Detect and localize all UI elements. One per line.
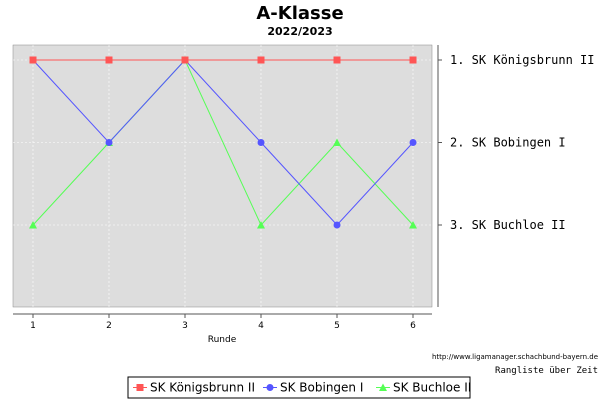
data-point xyxy=(409,56,417,64)
data-point xyxy=(29,56,37,64)
x-tick-label: 6 xyxy=(410,321,416,331)
rank-label: 3. SK Buchloe II xyxy=(450,218,566,232)
x-axis-label: Runde xyxy=(208,335,237,345)
chart-caption: Rangliste über Zeit xyxy=(495,366,598,376)
data-point xyxy=(409,139,417,146)
plot-area xyxy=(12,44,433,308)
axes: 1 2 3 4 5 6 1. SK Königsbrunn II 2. SK Bobingen… xyxy=(13,45,595,331)
series-line xyxy=(32,59,414,226)
rank-label: 1. SK Königsbrunn II xyxy=(450,53,595,67)
legend-label: SK Bobingen I xyxy=(280,381,363,395)
rank-label: 2. SK Bobingen I xyxy=(450,136,566,150)
data-point xyxy=(257,56,265,64)
legend-label: SK Buchloe II xyxy=(393,381,471,395)
x-tick-label: 3 xyxy=(182,321,188,331)
data-point xyxy=(105,139,113,146)
legend-box xyxy=(127,376,471,399)
data-point xyxy=(333,221,341,229)
data-point xyxy=(105,56,113,64)
legend-marker xyxy=(266,384,274,391)
data-point xyxy=(333,138,341,146)
series-layer xyxy=(29,56,417,229)
legend-marker xyxy=(136,384,144,391)
data-point xyxy=(29,221,37,229)
x-tick-label: 5 xyxy=(334,321,340,331)
legend: SK Königsbrunn II SK Bobingen I SK Buchloe… xyxy=(133,381,471,395)
data-point xyxy=(333,56,341,64)
legend-marker xyxy=(379,383,387,391)
data-point xyxy=(257,139,265,146)
x-tick-label: 2 xyxy=(106,321,112,331)
x-tick-label: 1 xyxy=(30,321,36,331)
legend-label: SK Königsbrunn II xyxy=(150,381,255,395)
series-line xyxy=(32,59,414,226)
data-point xyxy=(257,221,265,229)
data-point xyxy=(181,56,189,64)
source-url: http://www.ligamanager.schachbund-bayern… xyxy=(432,353,598,361)
x-tick-label: 4 xyxy=(258,321,264,331)
data-point xyxy=(409,221,417,229)
chart-subtitle: 2022/2023 xyxy=(267,25,332,38)
chart-title: A-Klasse xyxy=(256,3,343,24)
